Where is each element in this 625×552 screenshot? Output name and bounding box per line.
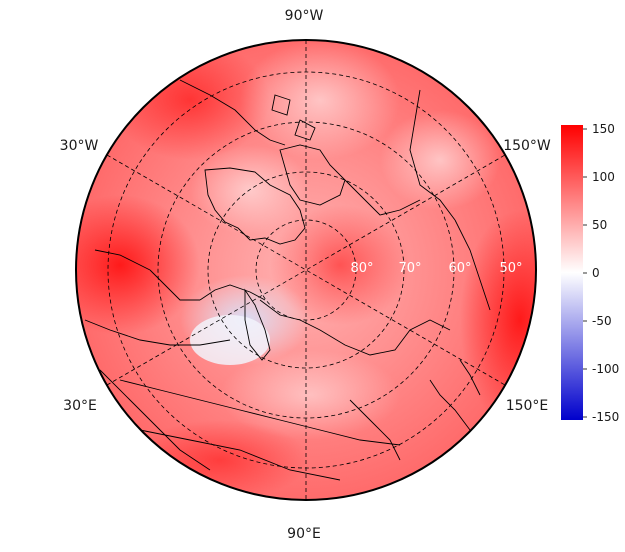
colorbar-tick-100: 100 bbox=[592, 170, 615, 184]
colorbar-scale bbox=[561, 125, 583, 420]
lon-label-150w: 150°W bbox=[503, 138, 551, 154]
lat-label-60: 60° bbox=[448, 261, 471, 276]
graticule bbox=[106, 40, 506, 500]
colorbar-tick-neg100: -100 bbox=[592, 362, 619, 376]
map-boundary bbox=[75, 39, 537, 501]
colorbar-tick-50: 50 bbox=[592, 218, 607, 232]
lon-label-90e: 90°E bbox=[287, 526, 321, 542]
colorbar-tick-0: 0 bbox=[592, 266, 600, 280]
lat-label-50: 50° bbox=[499, 261, 522, 276]
latitude-labels: 80° 70° 60° 50° bbox=[350, 261, 522, 276]
lat-label-70: 70° bbox=[398, 261, 421, 276]
lon-label-30e: 30°E bbox=[63, 398, 97, 414]
lon-label-150e: 150°E bbox=[506, 398, 549, 414]
coastlines bbox=[84, 79, 491, 481]
lon-label-90w: 90°W bbox=[285, 8, 324, 24]
colorbar-tick-neg50: -50 bbox=[592, 314, 612, 328]
colorbar-tick-neg150: -150 bbox=[592, 410, 619, 424]
colorbar-tick-150: 150 bbox=[592, 122, 615, 136]
lat-label-80: 80° bbox=[350, 261, 373, 276]
longitude-labels: 90°W 30°W 150°W 30°E 150°E 90°E bbox=[60, 8, 551, 542]
colorbar: 150 100 50 0 -50 -100 -150 bbox=[561, 122, 619, 424]
lon-label-30w: 30°W bbox=[60, 138, 99, 154]
